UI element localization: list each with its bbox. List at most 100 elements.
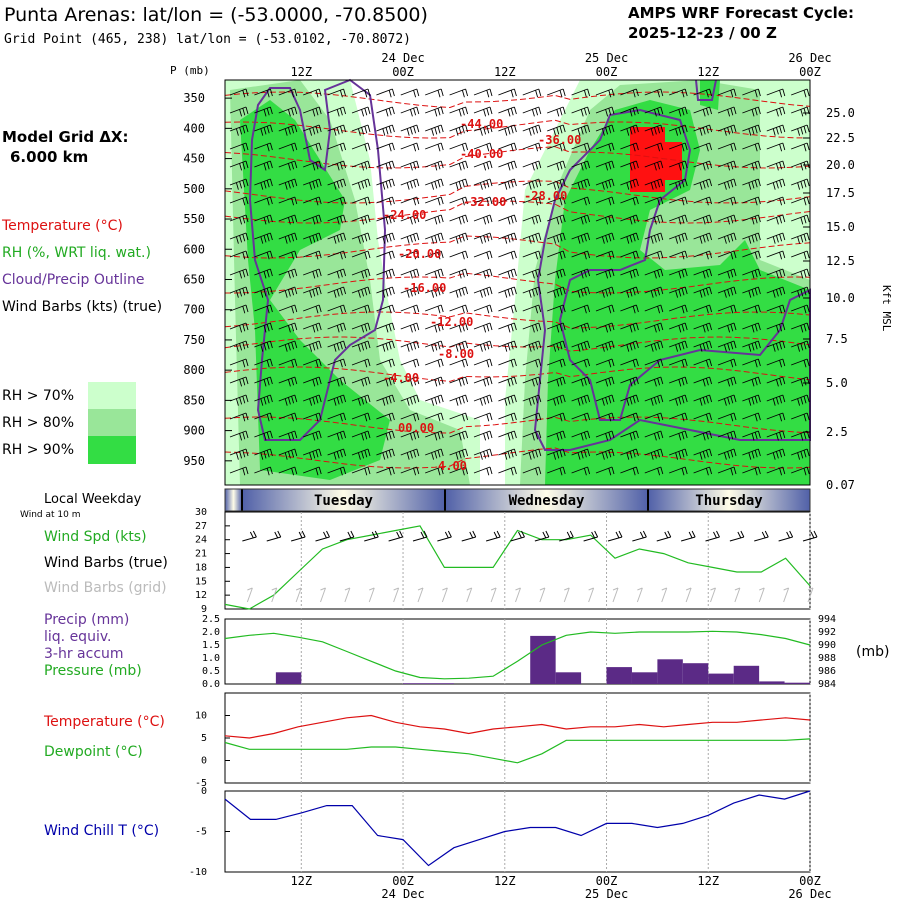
wind-barb: [278, 376, 298, 387]
wind-barb: [278, 196, 298, 206]
wind-barb: [449, 394, 469, 406]
wind-barb: [254, 250, 273, 260]
wind-barb: [547, 268, 566, 279]
pressure-tick-label: 986: [818, 666, 836, 677]
wind-barb: [644, 340, 664, 352]
cloud-outline-left: [248, 78, 387, 441]
wind-barb: [303, 178, 322, 190]
legend-rh: RH (%, WRT liq. wat.): [2, 245, 151, 261]
grid-wind-barb: [320, 587, 326, 603]
wind-barb: [229, 304, 249, 314]
wind-barb: [351, 430, 371, 441]
wind-barb: [595, 358, 615, 368]
surface-wind-barb: [364, 530, 379, 542]
wind-barb: [473, 268, 493, 279]
wind-barb: [449, 286, 469, 298]
wind-barb: [644, 232, 664, 244]
wind-barb: [644, 142, 664, 152]
temperature-contour-label: -32.00: [463, 195, 506, 209]
wind-barb: [644, 304, 664, 314]
wind-barb: [791, 304, 810, 314]
wind-barb: [669, 448, 688, 460]
wind-barb: [498, 304, 517, 314]
wind-barb: [571, 232, 591, 244]
wind-barb: [693, 142, 713, 152]
wind-barb: [522, 196, 542, 206]
wind-barb: [303, 232, 322, 244]
bottom-hour-label: 00Z: [596, 874, 618, 888]
wind-barb: [278, 358, 298, 368]
wind-barb: [571, 448, 591, 460]
wind-barb: [498, 178, 517, 190]
wind-barb: [498, 358, 517, 368]
wind-barb: [278, 340, 298, 352]
pressure-tick-label: 850: [183, 393, 205, 407]
grid-wind-barb: [734, 587, 741, 603]
wind-barb: [669, 466, 688, 476]
surface-wind-barb: [437, 530, 452, 542]
wind-barb: [400, 88, 420, 98]
wind-barb: [644, 160, 664, 171]
height-tick-label: 20.0: [826, 158, 855, 172]
surface-wind-barb: [266, 530, 282, 542]
wind-barb: [400, 430, 420, 441]
wind-barb: [376, 430, 395, 441]
wind-barb: [717, 88, 737, 98]
wind-barb: [717, 196, 737, 206]
wind-barb: [498, 232, 517, 244]
rh-90-label: RH > 90%: [2, 442, 75, 458]
grid-wind-barb: [368, 587, 375, 603]
wind-barb: [742, 88, 761, 98]
wind-barb: [425, 448, 444, 460]
wind-barb: [766, 250, 786, 260]
wind-barb: [400, 412, 420, 422]
precip-bar: [631, 672, 658, 684]
wind-barb: [351, 232, 371, 244]
wind-barb: [425, 322, 444, 333]
wind-barb: [229, 160, 249, 171]
wind-barb: [742, 124, 761, 136]
surface-wind-barb: [656, 530, 672, 542]
height-tick-label: 22.5: [826, 131, 855, 145]
wind-barb: [473, 196, 493, 206]
wind-barb: [254, 142, 273, 152]
wind-barb: [473, 178, 493, 190]
legend-wind-barbs: Wind Barbs (kts) (true): [2, 299, 163, 315]
wind-barb: [644, 412, 664, 422]
wind-barb: [547, 178, 566, 190]
wind-barb: [376, 394, 395, 406]
wind-tick-label: 30: [195, 507, 207, 518]
wind-barb: [766, 412, 786, 422]
wind-barb: [595, 430, 615, 441]
wind-barb: [400, 178, 420, 190]
bottom-date-label: 25 Dec: [585, 887, 628, 900]
wind-barb: [766, 286, 786, 298]
wind-barb: [669, 376, 688, 387]
wind-barb: [766, 340, 786, 352]
temperature-contour: [224, 336, 811, 352]
wind-barb: [522, 106, 542, 117]
wind-barb: [327, 250, 347, 260]
wind-barb: [547, 394, 566, 406]
temp-tick-label: 0: [201, 756, 207, 767]
wind-barb: [449, 88, 469, 98]
wind-barb: [595, 232, 615, 244]
wind-barb: [693, 466, 713, 476]
precip-bar: [759, 681, 785, 684]
pressure-tick-label: 950: [183, 454, 205, 468]
wind-barb: [595, 142, 615, 152]
grid-wind-barb: [271, 587, 278, 603]
wind-barb: [742, 160, 761, 171]
wind-barb: [522, 304, 542, 314]
wind-barb: [620, 304, 639, 314]
wind-barb: [669, 124, 688, 136]
wind-barb: [376, 304, 395, 314]
wind-barb: [693, 286, 713, 298]
wind-barb: [547, 106, 566, 117]
wind-barb: [351, 88, 371, 98]
wind-barb: [693, 178, 713, 190]
wind-barb: [400, 322, 420, 333]
wind-barb: [571, 142, 591, 152]
surface-wind-barb: [315, 530, 330, 542]
wind-barb: [498, 160, 517, 171]
